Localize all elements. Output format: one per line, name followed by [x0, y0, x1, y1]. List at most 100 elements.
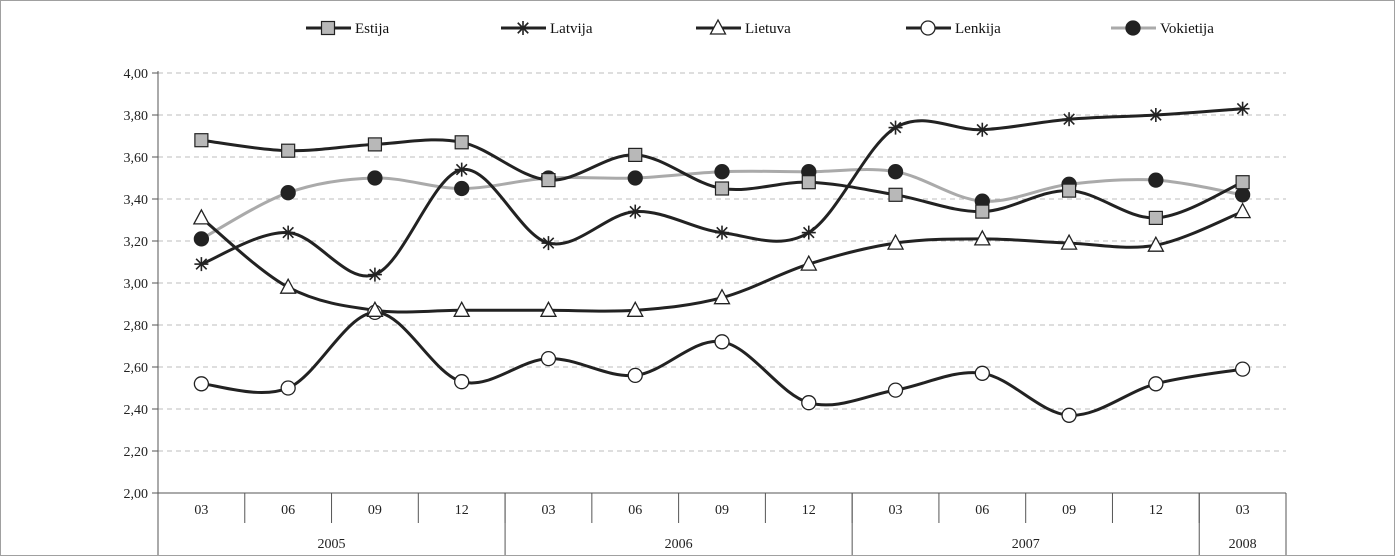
data-point-estija [367, 137, 383, 152]
data-point-lietuva [279, 277, 297, 294]
y-tick-label: 3,60 [124, 151, 149, 166]
x-tick-label: 06 [628, 503, 642, 518]
data-point-estija [975, 204, 990, 219]
data-point-lenkija [1061, 407, 1077, 423]
data-point-lietuva [453, 300, 471, 317]
y-tick-label: 3,00 [124, 277, 149, 292]
x-tick-label: 09 [715, 503, 729, 518]
y-tick-label: 3,20 [124, 235, 149, 250]
data-point-vokietija [1148, 172, 1164, 188]
legend-marker-latvija [516, 21, 530, 35]
y-tick-label: 2,00 [124, 487, 149, 502]
data-point-vokietija [887, 164, 904, 180]
x-tick-label: 03 [541, 503, 555, 518]
y-tick-label: 2,60 [124, 361, 149, 376]
data-point-estija [628, 147, 643, 162]
data-point-lietuva [192, 208, 210, 225]
data-point-lietuva [1234, 202, 1252, 219]
data-point-estija [1235, 175, 1250, 190]
data-point-latvija [281, 225, 296, 240]
data-point-estija [194, 133, 209, 148]
x-tick-label: 09 [368, 503, 382, 518]
data-point-latvija [541, 236, 556, 251]
data-point-latvija [1148, 108, 1163, 122]
data-point-vokietija [454, 180, 470, 197]
data-point-lietuva [1060, 233, 1078, 250]
data-point-lietuva [1147, 235, 1165, 252]
data-point-lenkija [801, 395, 817, 411]
data-point-estija [541, 173, 556, 188]
data-point-lenkija [1234, 361, 1251, 377]
legend-label-lenkija: Lenkija [955, 21, 1001, 37]
legend-label-estija: Estija [355, 21, 390, 37]
data-point-vokietija [280, 185, 296, 201]
data-point-lietuva [539, 300, 558, 317]
data-point-lietuva [800, 254, 818, 271]
x-tick-label: 03 [1236, 503, 1250, 518]
y-tick-label: 2,80 [124, 319, 149, 334]
data-point-latvija [975, 122, 990, 137]
data-point-lenkija [887, 382, 904, 398]
year-label: 2007 [1012, 537, 1040, 552]
data-point-latvija [801, 225, 816, 240]
data-point-latvija [1235, 101, 1250, 116]
y-tick-label: 2,40 [124, 403, 149, 418]
year-label: 2005 [318, 537, 346, 552]
data-point-lietuva [366, 300, 384, 317]
data-point-latvija [1062, 112, 1077, 127]
data-point-estija [888, 187, 903, 202]
x-tick-label: 03 [889, 503, 903, 518]
data-point-lietuva [886, 233, 905, 250]
data-point-vokietija [627, 170, 643, 186]
year-label: 2008 [1229, 537, 1257, 552]
data-point-latvija [628, 204, 643, 219]
x-tick-label: 12 [455, 503, 469, 518]
data-point-estija [454, 135, 469, 150]
data-point-lenkija [540, 350, 557, 367]
legend-label-vokietija: Vokietija [1160, 21, 1214, 37]
x-tick-label: 03 [194, 503, 208, 518]
data-point-lenkija [974, 365, 990, 381]
data-point-lenkija [714, 334, 730, 350]
data-point-latvija [194, 257, 209, 272]
data-point-estija [801, 175, 816, 190]
y-tick-label: 3,40 [124, 193, 149, 208]
legend-marker-estija [320, 20, 336, 36]
data-point-vokietija [193, 231, 210, 247]
y-tick-label: 3,80 [124, 109, 149, 124]
data-point-lietuva [713, 288, 731, 305]
series-line-lenkija [201, 310, 1243, 417]
legend-marker-lenkija [920, 20, 936, 36]
data-point-lenkija [627, 367, 643, 384]
data-point-vokietija [367, 170, 383, 186]
data-point-estija [1061, 183, 1077, 198]
data-point-lietuva [626, 300, 644, 317]
data-point-lenkija [454, 374, 470, 390]
data-point-lenkija [280, 380, 296, 396]
x-tick-label: 06 [281, 503, 295, 518]
data-point-vokietija [1234, 187, 1251, 203]
x-tick-label: 12 [802, 503, 816, 518]
y-tick-label: 4,00 [124, 67, 149, 82]
data-point-estija [714, 181, 730, 196]
x-tick-label: 09 [1062, 503, 1076, 518]
data-point-estija [1148, 210, 1163, 225]
legend-marker-lietuva [709, 18, 727, 35]
legend-label-latvija: Latvija [550, 21, 593, 37]
legend-label-lietuva: Lietuva [745, 21, 791, 37]
data-point-estija [281, 143, 296, 158]
x-tick-label: 06 [975, 503, 989, 518]
data-point-lietuva [973, 229, 991, 246]
data-point-latvija [454, 162, 469, 177]
data-point-lenkija [193, 376, 210, 392]
data-point-latvija [888, 120, 903, 135]
year-label: 2006 [665, 537, 693, 552]
data-point-latvija [715, 225, 729, 240]
data-point-vokietija [714, 164, 730, 180]
x-tick-label: 12 [1149, 503, 1163, 518]
y-tick-label: 2,20 [124, 445, 149, 460]
data-point-latvija [367, 267, 382, 282]
legend-marker-vokietija [1125, 20, 1141, 36]
